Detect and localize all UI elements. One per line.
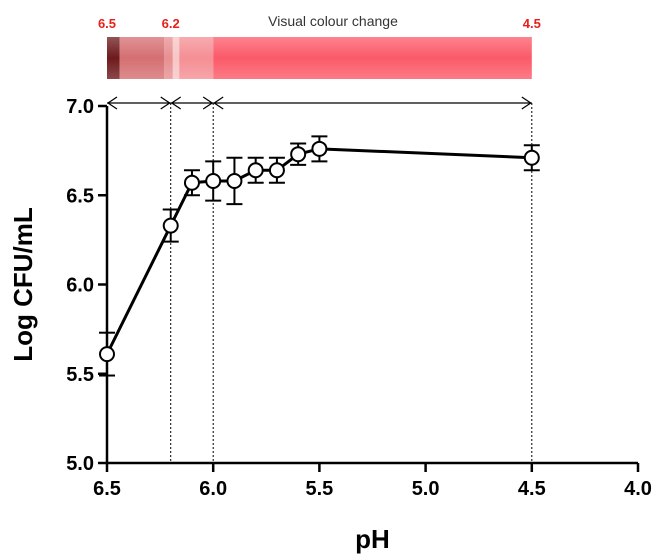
range-arrow-head-left bbox=[170, 96, 182, 110]
data-point bbox=[226, 172, 243, 189]
colour-strip-shade bbox=[107, 37, 532, 79]
y-tick-label: 6.0 bbox=[66, 275, 94, 297]
data-point bbox=[183, 174, 200, 191]
range-arrow-head-right bbox=[521, 96, 532, 110]
y-tick-label: 7.0 bbox=[66, 96, 94, 118]
axes: 5.0 5.5 6.0 6.5 7.0 6.5 6.0 5.5 5.0 4.5 4.0 Log C… bbox=[8, 96, 652, 554]
range-arrow-head-left bbox=[213, 96, 224, 110]
x-tick-label: 4.5 bbox=[518, 478, 546, 500]
y-axis-title: Log CFU/mL bbox=[8, 207, 38, 362]
y-tick-label: 5.0 bbox=[66, 453, 94, 475]
x-tick-label: 6.5 bbox=[93, 478, 121, 500]
data-point bbox=[162, 217, 179, 234]
colour-strip-title: Visual colour change bbox=[268, 13, 398, 29]
x-tick-label: 4.0 bbox=[624, 478, 652, 500]
colour-strip-ph-label: 6.2 bbox=[162, 16, 180, 31]
colour-strip-ph-labels: 6.5 6.2 4.5 bbox=[98, 16, 541, 31]
y-axis-ticks: 5.0 5.5 6.0 6.5 7.0 bbox=[66, 96, 107, 475]
range-arrow-head-left bbox=[106, 96, 118, 110]
range-arrow-head-right bbox=[202, 96, 214, 110]
y-tick-label: 6.5 bbox=[66, 185, 94, 207]
data-points bbox=[99, 140, 540, 363]
colour-strip: Visual colour change 6.5 6.2 4.5 bbox=[98, 13, 541, 79]
y-tick-label: 5.5 bbox=[66, 364, 94, 386]
x-axis-title: pH bbox=[355, 524, 390, 554]
data-series bbox=[99, 135, 540, 377]
series-line bbox=[105, 147, 532, 355]
data-point bbox=[290, 146, 307, 163]
x-axis-ticks: 6.5 6.0 5.5 5.0 4.5 4.0 bbox=[93, 463, 652, 500]
data-point bbox=[247, 162, 264, 179]
data-point bbox=[311, 140, 328, 157]
data-point bbox=[205, 172, 222, 189]
range-arrows bbox=[106, 96, 532, 110]
x-tick-label: 5.0 bbox=[412, 478, 440, 500]
vertical-reference-lines bbox=[170, 103, 533, 463]
data-point bbox=[523, 149, 540, 166]
x-tick-label: 5.5 bbox=[305, 478, 333, 500]
error-bars bbox=[99, 135, 540, 377]
colour-strip-ph-label: 6.5 bbox=[98, 16, 116, 31]
data-point bbox=[268, 162, 285, 179]
colour-strip-ph-label: 4.5 bbox=[523, 16, 541, 31]
x-tick-label: 6.0 bbox=[199, 478, 227, 500]
data-point bbox=[99, 346, 115, 363]
range-arrow-head-right bbox=[160, 96, 171, 110]
